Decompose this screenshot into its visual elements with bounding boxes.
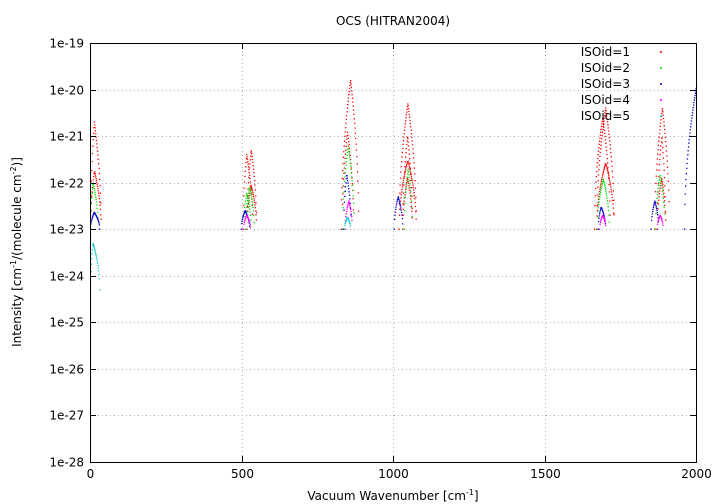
y-tick-label: 1e-23 [49,223,84,237]
series-5 [90,216,351,291]
legend-entry-5: ISOid=5 [581,109,662,123]
series-1-band-9 [596,107,615,230]
tick-marks [90,43,697,463]
legend-entry-4: ISOid=4 [581,93,662,107]
series-3 [90,85,698,230]
legend-marker-4 [660,99,662,101]
legend-entry-3: ISOid=3 [581,77,662,91]
y-tick-label: 1e-22 [49,177,84,191]
y-tick-label: 1e-21 [49,130,84,144]
legend-entry-1: ISOid=1 [581,45,662,59]
legend-label-3: ISOid=3 [581,77,630,91]
series-2-band-5 [403,168,413,230]
y-tick-label: 1e-28 [49,456,84,470]
series-3-band-3 [343,174,352,230]
x-axis-label: Vacuum Wavenumber [cm-1] [307,488,478,503]
legend-marker-1 [660,51,662,53]
series-1-band-10 [654,107,670,230]
series-2 [90,145,666,230]
x-axis-label-end: ] [474,489,479,503]
x-tick-label: 1500 [530,467,561,481]
series-5-band-1 [90,243,101,291]
y-tick-label: 1e-24 [49,270,84,284]
series-4-band-1 [243,214,252,230]
y-axis-label-part1: Intensity [cm [10,268,24,347]
y-tick-label: 1e-27 [49,409,84,423]
x-tick-label: 500 [231,467,254,481]
series-3-band-1 [90,211,101,230]
series-2-band-6 [596,178,610,230]
series-4-band-4 [656,214,664,230]
series-1-band-7 [402,136,413,230]
x-tick-labels: 0 500 1000 1500 2000 [87,467,712,481]
series-3-band-7 [683,85,698,230]
legend-label-5: ISOid=5 [581,109,630,123]
x-axis-label-sup: -1 [466,488,474,497]
legend: ISOid=1 ISOid=2 ISOid=3 ISOid=4 ISOid=5 [581,45,662,123]
series-1-band-1 [90,121,102,230]
legend-entry-2: ISOid=2 [581,61,662,75]
series-3-band-4 [393,196,404,230]
legend-marker-3 [660,83,662,85]
x-tick-label: 2000 [681,467,712,481]
series-3-band-5 [597,206,607,230]
x-tick-label: 1000 [378,467,409,481]
chart-title: OCS (HITRAN2004) [336,14,450,28]
legend-label-4: ISOid=4 [581,93,630,107]
legend-marker-5 [660,115,662,117]
y-axis-label-part3: )] [10,157,24,166]
y-tick-label: 1e-26 [49,363,84,377]
series-1-band-5 [398,103,417,230]
y-tick-labels: 1e-28 1e-27 1e-26 1e-25 1e-24 1e-23 1e-22 1e-21… [49,37,84,470]
series-4-band-3 [599,214,607,230]
series-2-band-3 [245,186,255,230]
y-tick-label: 1e-20 [49,84,84,98]
y-tick-label: 1e-19 [49,37,84,51]
y-axis-label: Intensity [cm-1/(molecule cm-2)] [9,157,24,347]
series-5-band-2 [343,216,351,230]
series-1-band-3 [246,150,258,230]
series-3-band-6 [650,200,660,230]
x-tick-label: 0 [87,467,95,481]
legend-marker-2 [660,67,662,69]
series-4 [243,200,664,230]
x-axis-label-main: Vacuum Wavenumber [cm [307,489,466,503]
series-1-band-4 [340,79,360,230]
legend-label-2: ISOid=2 [581,61,630,75]
y-axis-label-sup2: -2 [9,166,18,174]
legend-label-1: ISOid=1 [581,45,630,59]
y-axis-label-sup1: -1 [9,260,18,268]
y-tick-label: 1e-25 [49,316,84,330]
y-axis-label-part2: /(molecule cm [10,174,24,260]
data-layer [90,79,698,291]
series-2-band-4 [342,145,355,230]
